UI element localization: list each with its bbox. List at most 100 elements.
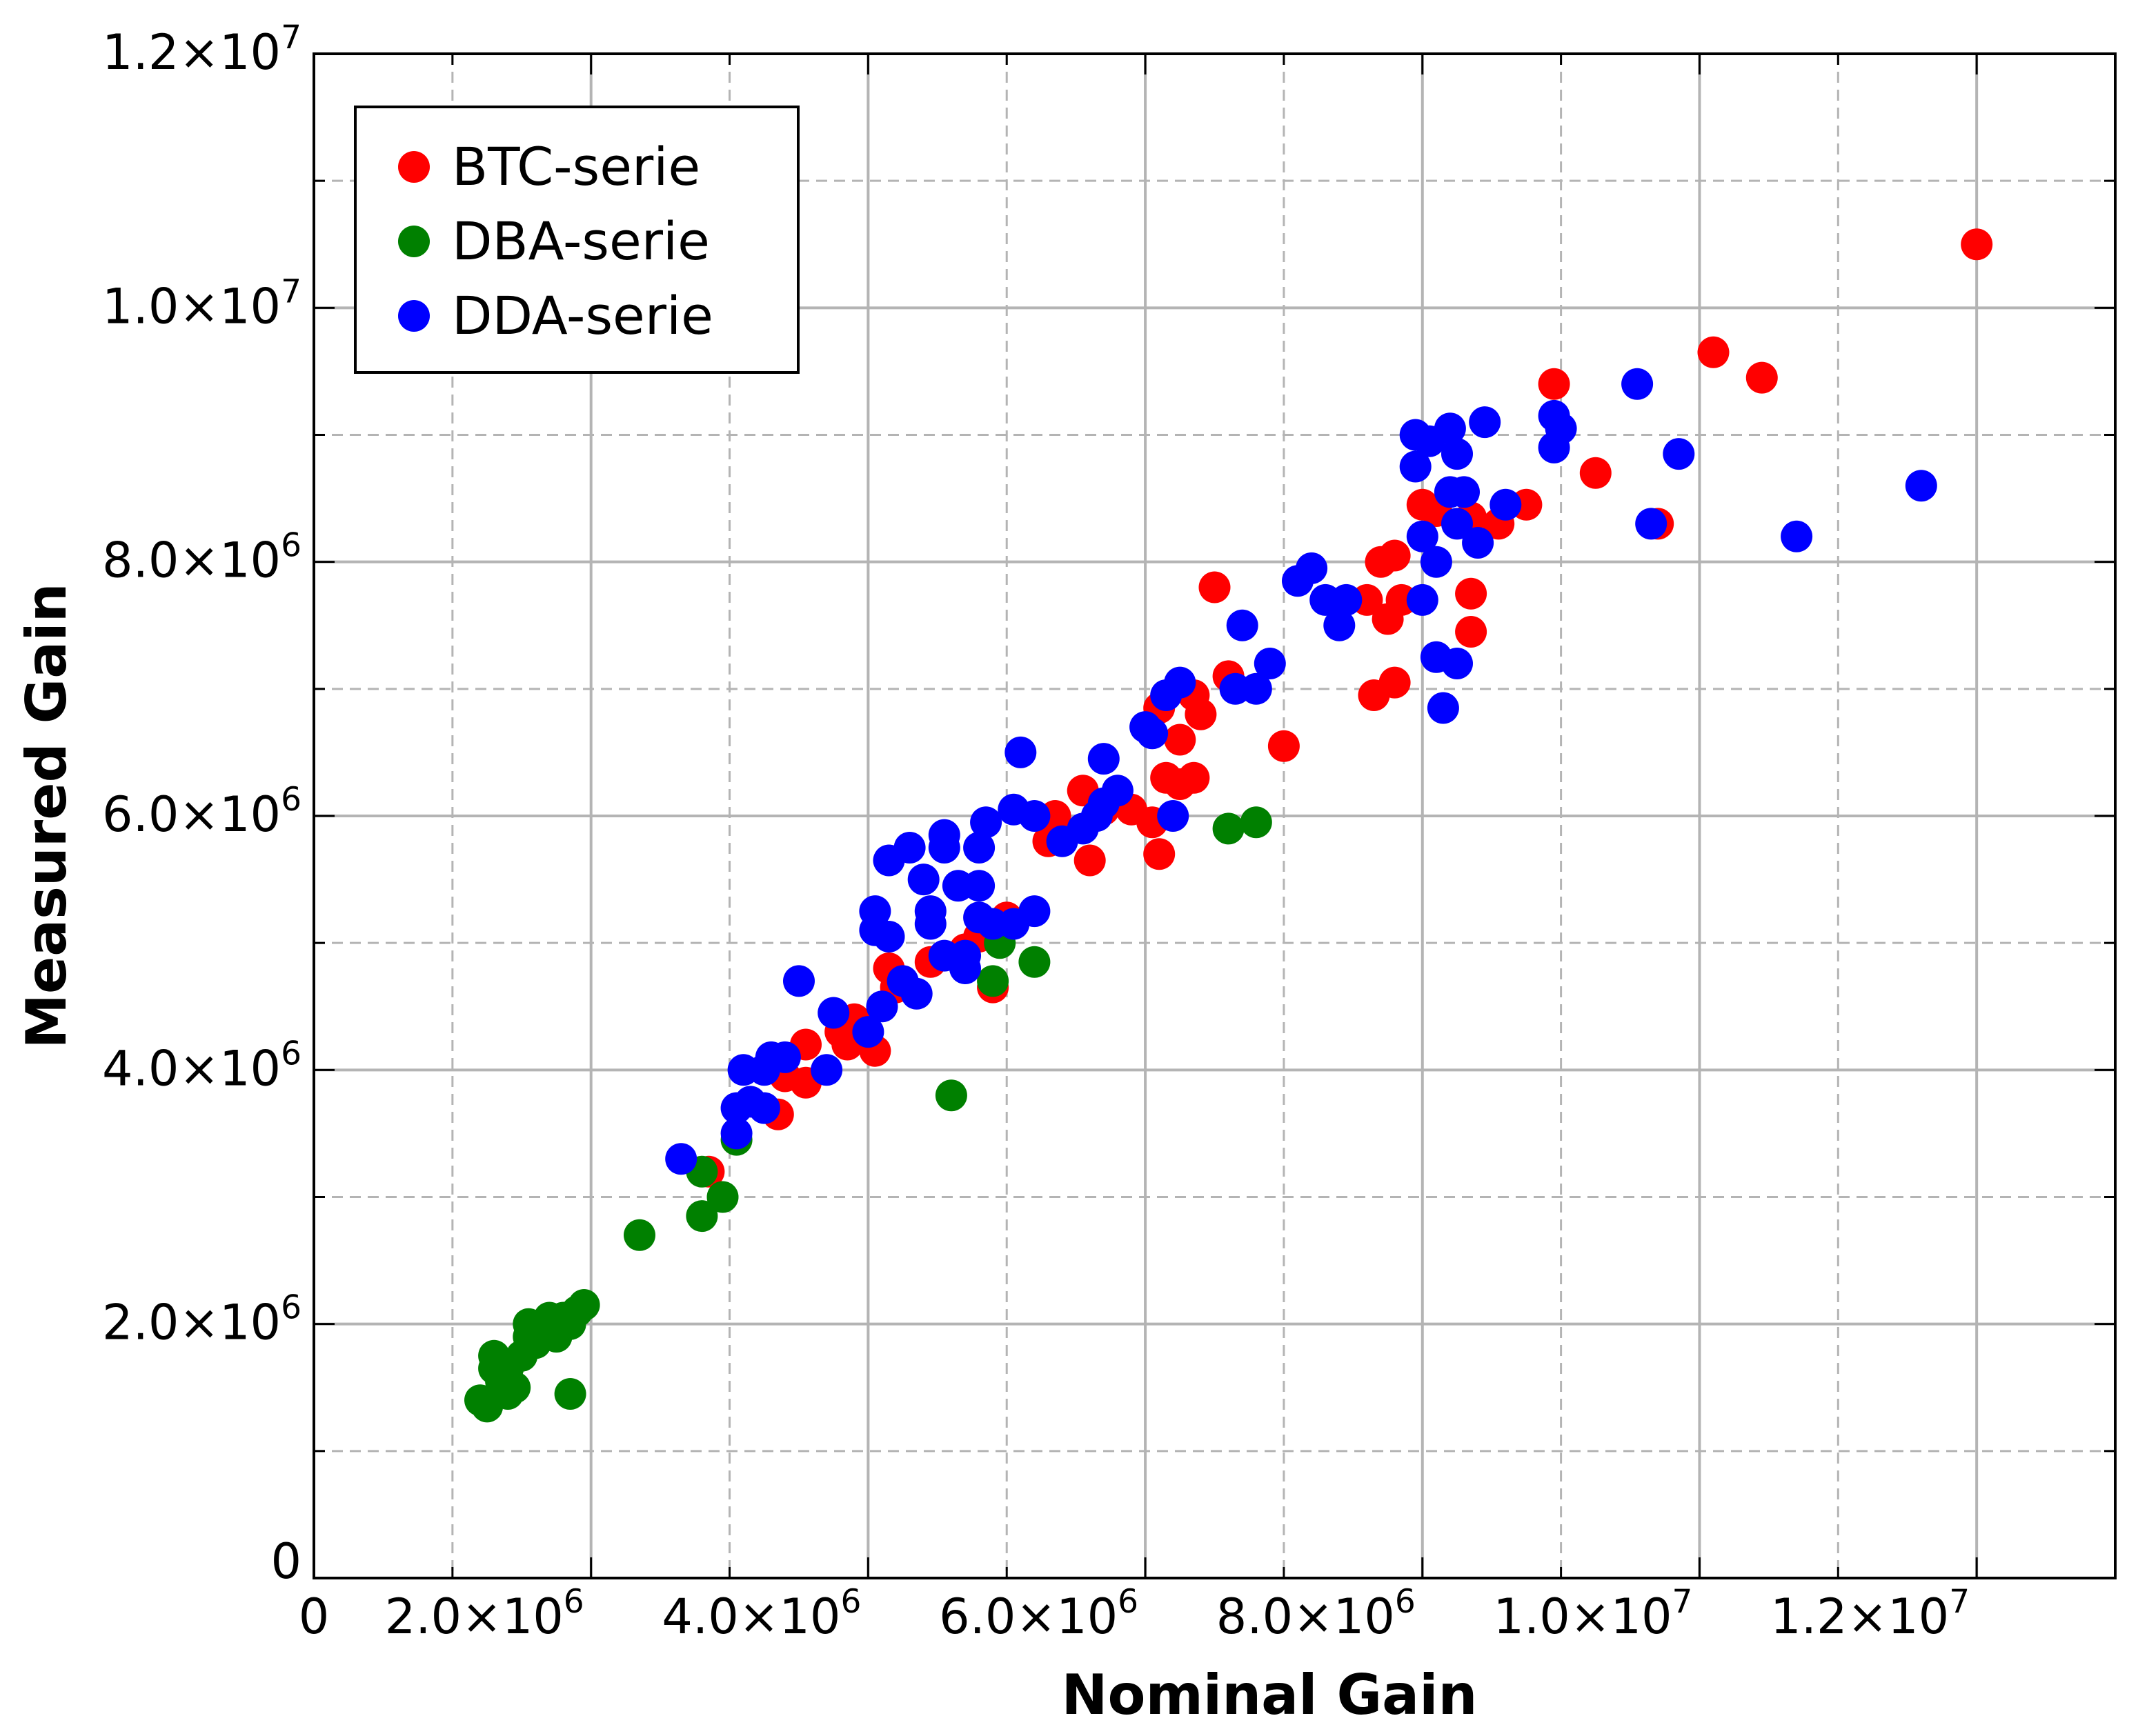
data-point (1226, 609, 1258, 641)
data-point (1254, 648, 1286, 679)
x-tick-label: 2.0×106 (385, 1583, 584, 1645)
data-point (1663, 438, 1695, 470)
data-point (1136, 717, 1169, 750)
data-point (686, 1200, 718, 1233)
data-point (1323, 609, 1356, 641)
data-point (665, 1143, 697, 1175)
data-point (1905, 470, 1937, 502)
data-point (1164, 724, 1196, 756)
data-point (1073, 844, 1106, 877)
y-tick-label: 6.0×106 (102, 781, 301, 843)
legend-label-btc: BTC-serie (452, 136, 700, 197)
data-point (928, 819, 960, 851)
data-point (977, 965, 1009, 997)
y-tick-label: 2.0×106 (102, 1289, 301, 1351)
data-point (499, 1371, 531, 1404)
data-point (1240, 672, 1272, 705)
data-point (1406, 520, 1438, 552)
data-point (1087, 743, 1120, 775)
data-point (900, 977, 933, 1010)
legend-marker-btc (398, 151, 430, 183)
data-point (1455, 616, 1487, 648)
data-point (1427, 692, 1459, 724)
data-point (1157, 800, 1189, 832)
x-tick-label: 1.0×107 (1493, 1583, 1692, 1645)
data-point (1018, 895, 1051, 928)
y-axis-title: Measured Gain (14, 583, 79, 1048)
data-point (866, 990, 898, 1023)
data-point (554, 1378, 586, 1410)
data-point (1004, 736, 1037, 768)
data-point (748, 1092, 780, 1124)
data-point (1240, 806, 1272, 839)
data-point (963, 870, 996, 902)
data-point (1579, 457, 1612, 489)
data-point (852, 1016, 884, 1048)
series-DBA-serie (464, 806, 1272, 1423)
data-point (1296, 552, 1328, 584)
data-point (1185, 698, 1217, 730)
y-tick-label: 8.0×106 (102, 527, 301, 589)
data-point (811, 1054, 843, 1086)
data-point (970, 806, 1002, 839)
data-point (1441, 648, 1473, 679)
data-point (1635, 508, 1667, 540)
x-tick-label: 6.0×106 (939, 1583, 1138, 1645)
data-point (1441, 508, 1473, 540)
legend: BTC-serie DBA-serie DDA-serie (354, 106, 800, 374)
data-point (1745, 361, 1778, 394)
data-point (1462, 527, 1494, 559)
x-tick-label: 4.0×106 (662, 1583, 861, 1645)
data-point (1406, 583, 1438, 616)
x-tick-label: 0 (299, 1588, 330, 1645)
tick-labels: 0 2.0×106 4.0×106 6.0×106 8.0×106 1.0×107 1.2×… (102, 19, 1970, 1645)
data-point (568, 1289, 600, 1321)
data-point (949, 952, 981, 984)
x-axis-title: Nominal Gain (1062, 1663, 1478, 1727)
data-point (1101, 775, 1134, 807)
y-tick-label: 0 (270, 1533, 301, 1590)
data-point (1330, 583, 1363, 616)
data-point (1420, 546, 1452, 578)
data-point (1961, 228, 1993, 261)
y-tick-label: 1.2×107 (102, 19, 301, 81)
data-point (914, 895, 947, 928)
data-point (1164, 666, 1196, 699)
grid (314, 54, 2115, 1578)
x-tick-label: 1.2×107 (1770, 1583, 1970, 1645)
data-points (464, 228, 1993, 1423)
data-point (1018, 946, 1051, 978)
data-point (1538, 368, 1570, 400)
x-tick-label: 8.0×106 (1216, 1583, 1416, 1645)
data-point (1434, 412, 1466, 445)
data-point (1441, 438, 1473, 470)
data-point (1378, 666, 1411, 699)
data-point (624, 1219, 655, 1251)
tick-marks (314, 54, 2115, 1578)
data-point (1455, 577, 1487, 610)
series-DDA-serie (665, 368, 1937, 1175)
data-point (1489, 488, 1522, 521)
data-point (1212, 812, 1245, 845)
legend-marker-dba (398, 226, 430, 257)
data-point (783, 965, 815, 997)
data-point (1621, 368, 1654, 400)
data-point (769, 1041, 801, 1073)
legend-label-dba: DBA-serie (452, 210, 710, 272)
data-point (963, 832, 996, 864)
legend-label-dda: DDA-serie (452, 285, 713, 346)
data-point (1178, 761, 1210, 794)
data-point (873, 921, 905, 952)
data-point (818, 997, 850, 1029)
data-point (1378, 539, 1411, 572)
data-point (1143, 838, 1176, 870)
data-point (706, 1181, 739, 1213)
y-tick-label: 1.0×107 (102, 272, 301, 335)
data-point (1697, 336, 1730, 368)
data-point (1469, 406, 1501, 439)
data-point (893, 832, 926, 864)
data-point (1018, 800, 1051, 832)
data-point (1198, 571, 1231, 603)
data-point (1781, 520, 1813, 552)
